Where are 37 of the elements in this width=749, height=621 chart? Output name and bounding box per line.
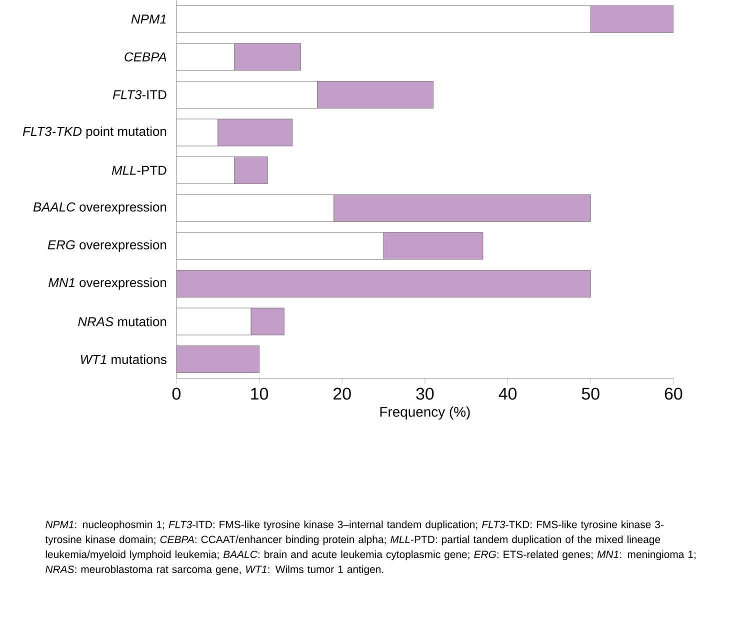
y-tick-label: MLL-PTD xyxy=(112,166,166,175)
bar xyxy=(176,5,591,33)
y-tick-label: NPM1 xyxy=(131,14,166,24)
x-axis-title: Frequency (%) xyxy=(380,406,470,420)
bar xyxy=(317,80,434,108)
bar xyxy=(250,308,284,336)
bar xyxy=(590,5,674,33)
x-tick-label: 40 xyxy=(498,388,517,400)
x-tick-label: 30 xyxy=(416,388,434,400)
y-tick-label: WT1 mutations xyxy=(80,354,166,364)
bar xyxy=(176,270,591,298)
text: NPM1: nucleophosmin 1; FLT3-ITD: FMS-like tyrosine kinase 3–internal tandem duplication; FLT3-TKD: FMS-like tyrosine kinase 3-tyrosine kinase domain; CEBPA: CCAAT/enhancer binding protein alpha; MLL-PTD: partial tandem duplication of the mixed lineage leukemia/myeloid lymphoid leukemia; BAALC: brain and acute leukemia cytoplasmic gene; ERG: ETS-related genes; MN1: meningioma 1; NRAS: meuroblastoma rat sarcoma gene, WT1: Wilms tumor 1 antigen. xyxy=(45,520,696,575)
bar xyxy=(176,232,384,260)
bar xyxy=(176,345,260,373)
bar xyxy=(383,232,484,260)
y-tick-label: ERG overexpression xyxy=(48,240,166,252)
y-tick-label: FLT3-ITD xyxy=(112,90,166,100)
x-tick-label: 10 xyxy=(251,388,268,400)
bar xyxy=(176,42,235,70)
x-tick-label: 50 xyxy=(582,388,600,400)
bar xyxy=(218,118,293,146)
bar xyxy=(176,156,235,184)
bar xyxy=(176,194,334,222)
y-tick-label: FLT3-TKD point mutation xyxy=(22,126,166,138)
x-tick-label: 20 xyxy=(334,388,351,400)
bar xyxy=(334,194,591,222)
bar xyxy=(176,80,318,108)
y-tick-label: NRAS mutation xyxy=(78,316,166,326)
y-tick-label: MN1 overexpression xyxy=(48,278,166,290)
x-tick-label: 60 xyxy=(664,388,682,400)
x-tick-label: 0 xyxy=(172,388,180,400)
bar xyxy=(234,156,268,184)
bar xyxy=(234,42,301,70)
y-tick-label: CEBPA xyxy=(124,52,166,62)
bar xyxy=(176,308,252,336)
bar xyxy=(176,118,218,146)
y-tick-label: BAALC overexpression xyxy=(33,202,166,214)
